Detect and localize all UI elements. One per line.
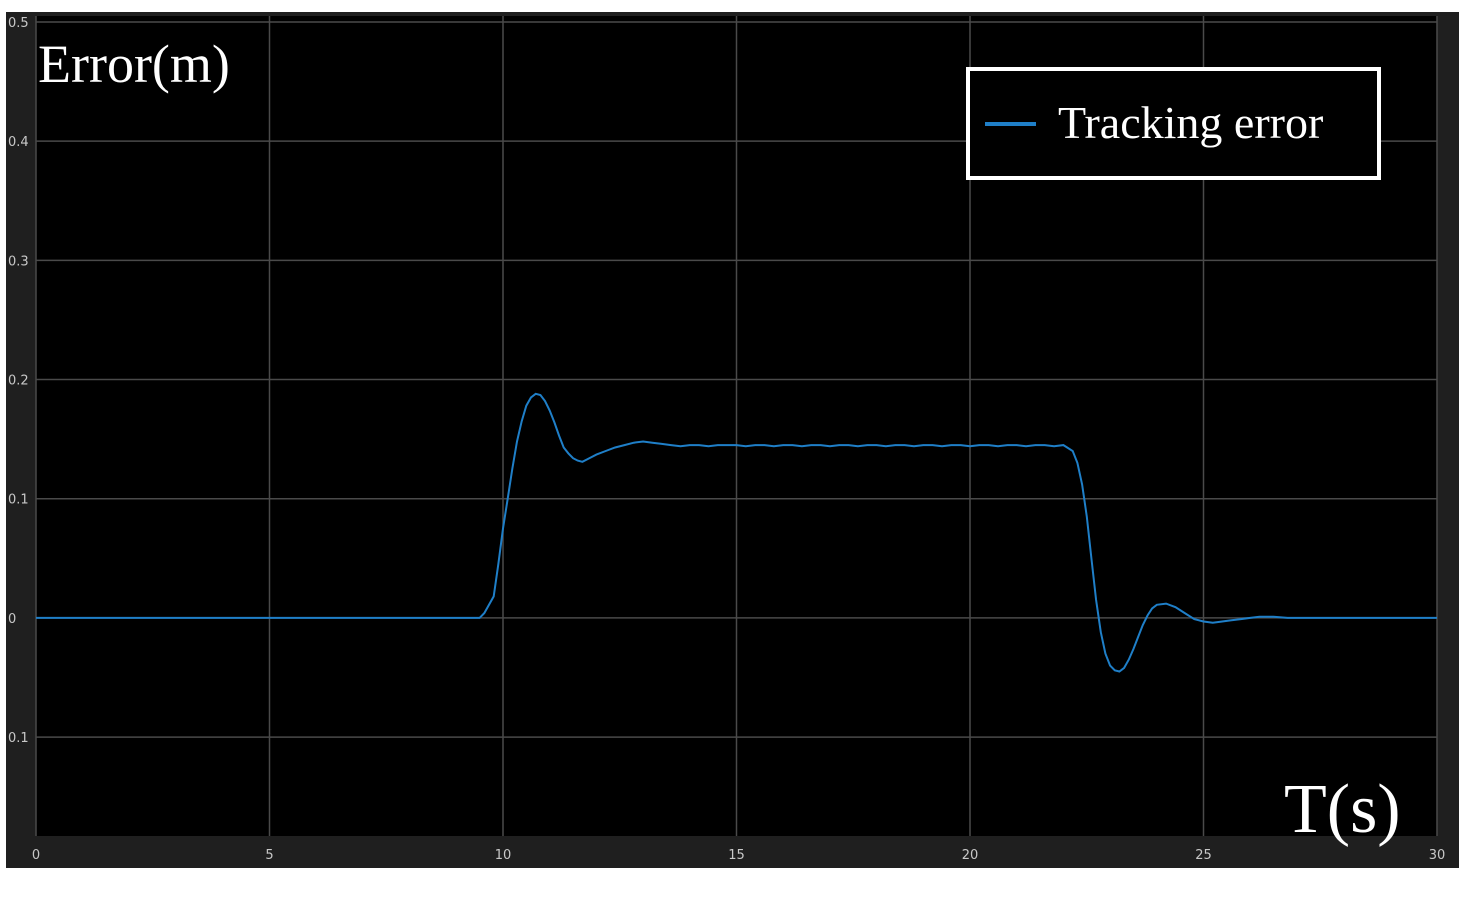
- x-tick-label-3: 15: [728, 848, 745, 863]
- y-tick-label-4: 0.1: [8, 493, 29, 508]
- legend-box: [966, 67, 1381, 180]
- y-tick-label-1: 0.4: [8, 135, 29, 150]
- y-axis-label: Error(m): [38, 34, 230, 94]
- x-tick-label-2: 10: [495, 848, 512, 863]
- x-tick-labels: 0 5 10 15 20 25 30: [32, 848, 1445, 863]
- x-axis-label: T(s): [1284, 771, 1401, 848]
- y-tick-label-5: 0: [8, 612, 16, 627]
- legend-label: Tracking error: [1058, 97, 1323, 148]
- y-tick-labels: 0.5 0.4 0.3 0.2 0.1 0 0.1: [8, 16, 29, 746]
- legend[interactable]: Tracking error: [966, 67, 1381, 180]
- y-tick-label-0: 0.5: [8, 16, 29, 31]
- x-tick-label-5: 25: [1195, 848, 1212, 863]
- y-tick-label-3: 0.2: [8, 374, 29, 389]
- x-tick-label-4: 20: [962, 848, 979, 863]
- series-line-tracking-error: [36, 392, 1437, 673]
- scope-window: 0.5 0.4 0.3 0.2 0.1 0 0.1 0 5 10 15 20 25 30 Error(m…: [6, 12, 1459, 868]
- y-tick-label-2: 0.3: [8, 254, 29, 269]
- x-tick-label-6: 30: [1429, 848, 1446, 863]
- y-tick-label-6: 0.1: [8, 731, 29, 746]
- x-tick-label-0: 0: [32, 848, 40, 863]
- chart: 0.5 0.4 0.3 0.2 0.1 0 0.1 0 5 10 15 20 25 30 Error(m…: [8, 16, 1445, 863]
- x-tick-label-1: 5: [265, 848, 273, 863]
- gridlines: [35, 16, 1438, 836]
